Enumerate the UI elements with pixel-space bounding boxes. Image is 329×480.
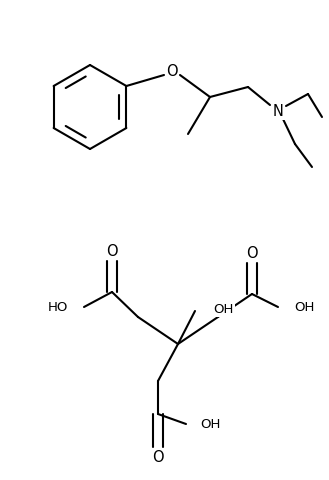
Text: OH: OH	[294, 301, 315, 314]
Text: HO: HO	[48, 301, 68, 314]
Text: O: O	[106, 244, 118, 259]
Text: O: O	[152, 450, 164, 465]
Text: O: O	[166, 64, 178, 79]
Text: OH: OH	[200, 418, 220, 431]
Text: OH: OH	[213, 303, 233, 316]
Text: O: O	[246, 246, 258, 261]
Text: N: N	[272, 104, 284, 119]
